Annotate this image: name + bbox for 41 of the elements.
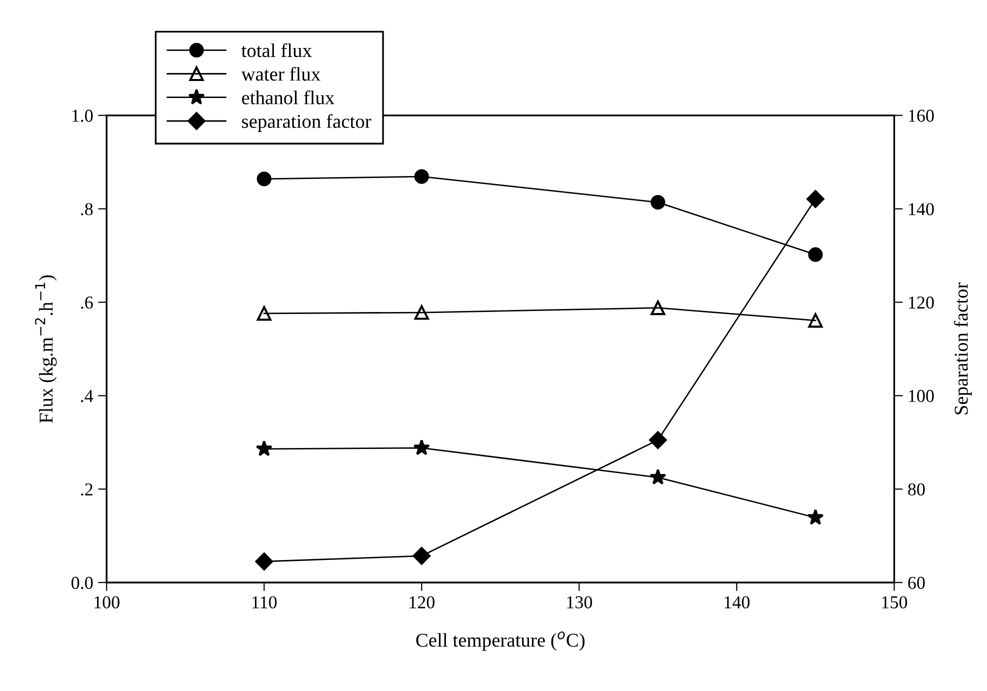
- y2-tick-label: 120: [909, 296, 934, 309]
- y-tick-label: .4: [81, 390, 94, 402]
- point: [807, 508, 824, 525]
- y-tick-label: .2: [81, 483, 92, 496]
- legend-label: water flux: [241, 66, 320, 81]
- x-axis-title: Cell temperature ($^{o}$C): [416, 632, 585, 651]
- x-tick-label: 120: [410, 596, 434, 608]
- y2-tick-label: 60: [908, 576, 925, 589]
- point: [255, 552, 274, 570]
- point: [256, 172, 272, 186]
- y2-axis-title: Separation factor: [954, 282, 972, 414]
- legend-label: total flux: [241, 43, 312, 58]
- y2-tick-label: 160: [909, 110, 934, 122]
- x-tick-label: 150: [882, 596, 908, 608]
- point: [414, 169, 429, 184]
- point: [412, 546, 431, 565]
- point: [256, 440, 272, 456]
- x-tick-label: 130: [567, 596, 592, 608]
- y2-tick-label: 80: [908, 483, 925, 496]
- y-tick-label: 0.0: [72, 576, 93, 590]
- y2-tick-label: 140: [909, 203, 934, 216]
- point: [413, 439, 430, 456]
- point: [414, 305, 429, 320]
- point: [650, 300, 666, 316]
- point: [808, 247, 823, 262]
- point: [256, 306, 272, 321]
- x-tick-label: 140: [724, 596, 750, 608]
- x-tick-label: 110: [252, 596, 277, 608]
- y-axis-title: Flux (kg.m$^{−2}$.h$^{−1}$): [34, 275, 57, 423]
- y2-tick-label: 100: [909, 390, 934, 402]
- legend-label: ethanol flux: [242, 90, 334, 104]
- point: [650, 194, 666, 210]
- y-tick-label: .8: [81, 203, 93, 216]
- legend-label: separation factor: [242, 114, 372, 132]
- point: [650, 468, 666, 485]
- point: [649, 431, 667, 449]
- x-tick-label: 100: [94, 596, 120, 608]
- point: [806, 190, 824, 208]
- y-tick-label: 1.0: [72, 110, 93, 122]
- y-tick-label: .6: [81, 296, 93, 309]
- point: [808, 313, 823, 328]
